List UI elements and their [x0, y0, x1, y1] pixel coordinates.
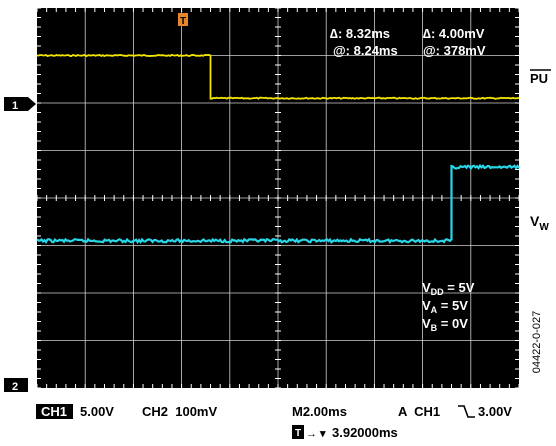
figure-id-container: 04422-0-027	[527, 292, 547, 392]
condition-vdd: VDD = 5V	[422, 280, 475, 297]
ch2-scale: CH2 100mV	[142, 404, 217, 419]
traces	[36, 53, 520, 245]
ch1-tag-box	[36, 404, 73, 419]
cursor-delta-time: ∆: 8.32ms	[330, 26, 390, 41]
trigger-source: A CH1	[398, 404, 440, 419]
vw-label: VW	[530, 213, 549, 233]
ch1-scale: 5.00V	[80, 404, 114, 419]
trigger-marker	[178, 13, 188, 26]
condition-vb: VB = 0V	[422, 316, 468, 333]
cursor-at-time: @: 8.24ms	[333, 43, 398, 58]
graticule	[36, 7, 520, 389]
trigger-icon: T	[295, 428, 301, 439]
condition-va: VA = 5V	[422, 298, 468, 315]
trigger-position: 3.92000ms	[332, 425, 398, 440]
trace-ch1	[36, 53, 520, 100]
trigger-marker-label: T	[180, 16, 186, 27]
falling-edge-icon	[458, 405, 475, 418]
ch2-marker-box	[4, 378, 28, 392]
ch1-marker-label: 1	[12, 100, 18, 112]
ch2-marker-label: 2	[12, 381, 18, 393]
trigger-icon-box	[292, 425, 304, 439]
trigger-arrow-icon: → ▾	[306, 428, 326, 440]
pu-label: PU	[530, 71, 548, 86]
trace-ch2	[36, 163, 520, 245]
figure-id: 04422-0-027	[531, 310, 543, 374]
conditions-box: VDD = 5V VA = 5V VB = 0V	[422, 280, 475, 333]
trigger-level: 3.00V	[478, 404, 512, 419]
timebase: M2.00ms	[292, 404, 347, 419]
cursor-delta-volt: ∆: 4.00mV	[423, 26, 485, 41]
cursor-readout: ∆: 8.32ms ∆: 4.00mV @: 8.24ms @: 378mV	[330, 26, 486, 58]
ch1-marker-box	[4, 97, 28, 111]
ch1-marker-arrow	[28, 97, 36, 111]
ch1-tag: CH1	[41, 404, 67, 419]
cursor-at-volt: @: 378mV	[423, 43, 486, 58]
status-bar: CH1 5.00V CH2 100mV M2.00ms A CH1 3.00V …	[36, 404, 512, 440]
